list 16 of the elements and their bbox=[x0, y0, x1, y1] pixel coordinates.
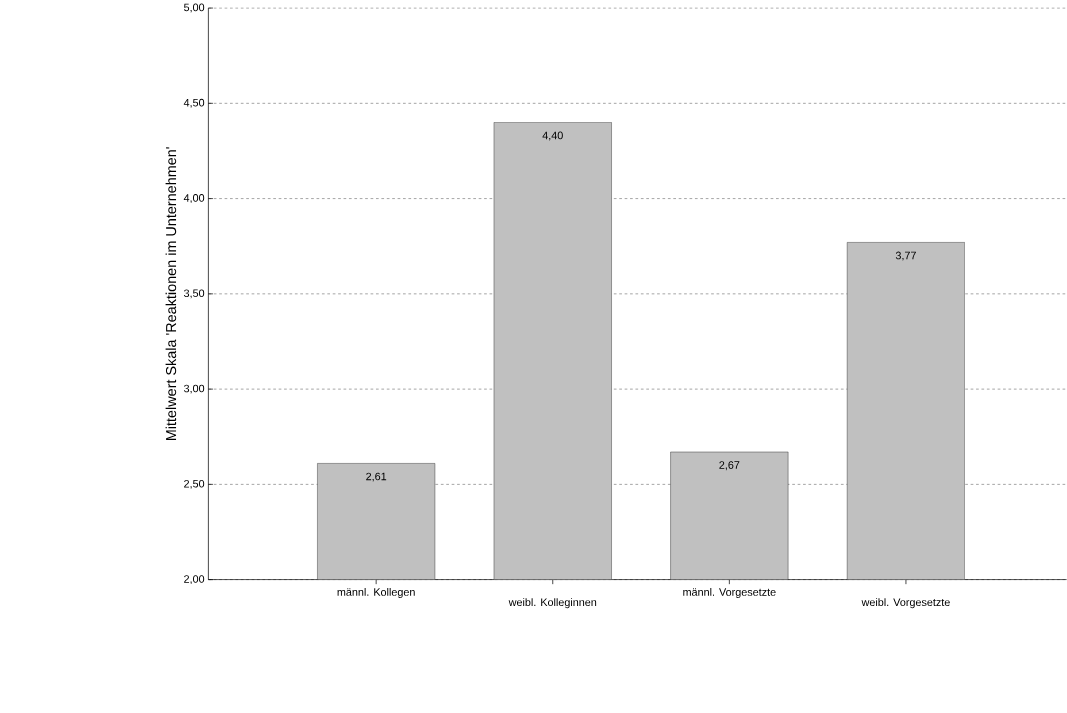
y-tick-label: 4,00 bbox=[183, 194, 205, 204]
y-tick-label: 2,50 bbox=[184, 479, 205, 489]
data-label: 4,40 bbox=[542, 131, 563, 141]
x-tick-label: weibl. Kolleginnen bbox=[508, 598, 597, 609]
data-label: 3,77 bbox=[895, 251, 916, 261]
y-tick-label: 4,50 bbox=[183, 98, 205, 108]
x-tick-label: weibl. Vorgesetzte bbox=[861, 598, 950, 609]
data-label: 2,67 bbox=[719, 461, 740, 471]
y-tick-label: 5,00 bbox=[184, 3, 205, 13]
y-axis-title: Mittelwert Skala 'Reaktionen im Unternehmen' bbox=[165, 147, 177, 441]
y-tick-label: 2,00 bbox=[184, 575, 205, 585]
x-tick-label: männl. Kollegen bbox=[337, 587, 415, 599]
data-label: 2,61 bbox=[366, 472, 387, 482]
x-tick-label: männl. Vorgesetzte bbox=[683, 587, 776, 599]
y-tick-label: 3,50 bbox=[183, 289, 205, 299]
y-tick-label: 3,00 bbox=[183, 384, 205, 394]
